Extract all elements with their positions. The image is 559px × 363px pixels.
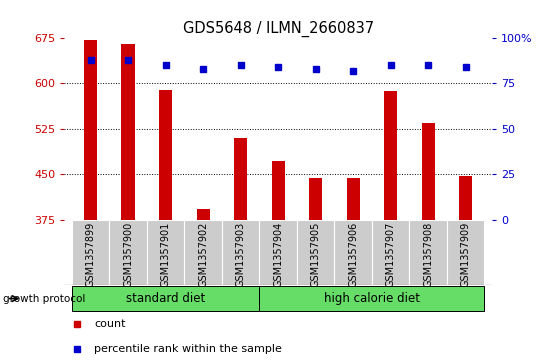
Bar: [110, 220, 147, 285]
Title: GDS5648 / ILMN_2660837: GDS5648 / ILMN_2660837: [183, 21, 373, 37]
Bar: [72, 286, 259, 311]
Text: GSM1357906: GSM1357906: [348, 221, 358, 287]
Bar: [347, 179, 359, 220]
Bar: [372, 220, 409, 285]
Bar: [409, 220, 447, 285]
Bar: [197, 209, 210, 220]
Text: percentile rank within the sample: percentile rank within the sample: [94, 343, 282, 354]
Bar: [234, 138, 247, 220]
Bar: [121, 44, 135, 220]
Text: GSM1357907: GSM1357907: [386, 221, 396, 287]
Text: GSM1357899: GSM1357899: [86, 221, 96, 287]
Text: count: count: [94, 319, 126, 329]
Bar: [297, 220, 334, 285]
Text: GSM1357903: GSM1357903: [235, 221, 245, 287]
Text: GSM1357905: GSM1357905: [311, 221, 321, 287]
Text: growth protocol: growth protocol: [3, 294, 85, 303]
Text: GSM1357904: GSM1357904: [273, 221, 283, 287]
Bar: [447, 220, 485, 285]
Bar: [159, 90, 172, 220]
Bar: [147, 220, 184, 285]
Text: GSM1357902: GSM1357902: [198, 221, 208, 287]
Text: GSM1357901: GSM1357901: [160, 221, 170, 287]
Bar: [421, 123, 435, 220]
Bar: [84, 40, 97, 220]
Bar: [259, 220, 297, 285]
Bar: [272, 161, 285, 220]
Text: standard diet: standard diet: [126, 292, 205, 305]
Bar: [259, 286, 485, 311]
Text: GSM1357900: GSM1357900: [123, 221, 133, 287]
Bar: [72, 220, 110, 285]
Text: GSM1357909: GSM1357909: [461, 221, 471, 287]
Bar: [384, 91, 397, 220]
Bar: [309, 179, 322, 220]
Bar: [334, 220, 372, 285]
Text: high calorie diet: high calorie diet: [324, 292, 420, 305]
Bar: [222, 220, 259, 285]
Bar: [459, 176, 472, 220]
Text: GSM1357908: GSM1357908: [423, 221, 433, 287]
Bar: [184, 220, 222, 285]
